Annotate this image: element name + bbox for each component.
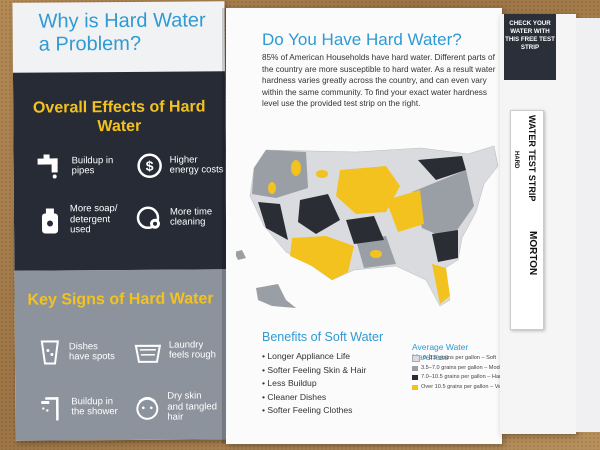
legend-row: 3.5–7.0 grains per gallon – Moderately H… [412,364,502,374]
map-region-hard [346,216,384,244]
map-spot-very-hard [370,250,382,258]
benefit-item: Softer Feeling Clothes [262,404,366,418]
legend-label: Over 10.5 grains per gallon – Very Hard [421,383,502,390]
map-region-very-hard [386,190,424,232]
effects-section: Overall Effects of Hard Water Buildup in… [12,71,227,271]
benefits-list: Longer Appliance Life Softer Feeling Ski… [262,350,366,418]
middle-panel: Do You Have Hard Water? 85% of American … [226,8,502,444]
middle-body-text: 85% of American Households have hard wat… [262,53,496,108]
strip-brand: MORTON [527,231,538,276]
map-region-very-hard [336,166,400,214]
effect-label: Higher energy costs [169,153,224,176]
legend-swatch-hard [412,375,418,381]
legend-swatch-very-hard [412,384,418,390]
sign-item-laundry: Laundry feels rough [133,337,221,364]
far-right-panel [576,18,600,432]
face-icon [136,396,159,420]
sign-item-dishes: Dishes have spots [37,338,121,367]
clock-cleaning-icon [136,206,161,230]
legend-row: 0–3.5 grains per gallon – Soft [412,354,502,364]
pipe-icon [37,154,58,179]
map-spot-very-hard [291,160,301,176]
right-panel: CHECK YOUR WATER WITH THIS FREE TEST STR… [500,14,576,434]
effects-heading: Overall Effects of Hard Water [32,98,206,136]
map-spot-very-hard [268,182,276,194]
legend-swatch-moderate [412,365,418,371]
map-region-hard [298,194,340,234]
map-region-very-hard [432,264,450,304]
sign-label: Laundry feels rough [168,338,216,361]
map-region-hard [432,230,458,262]
strip-title: WATER TEST STRIP [527,115,537,202]
legend-label: 3.5–7.0 grains per gallon – Moderately H… [421,364,502,371]
signs-section: Key Signs of Hard Water Dishes have spot… [14,269,228,441]
effect-label: Buildup in pipes [71,154,114,177]
legend-row: 7.0–10.5 grains per gallon – Hard [412,373,502,383]
benefit-item: Softer Feeling Skin & Hair [262,364,366,378]
legend-title: Average Water Hardness [412,342,469,362]
effect-item-soap: More soap/ detergent used [36,203,126,236]
sign-item-shower: Buildup in the shower [37,392,123,423]
map-region-very-hard [290,236,354,280]
us-hardness-map [236,145,499,308]
effect-item-energy: $ Higher energy costs [136,151,226,180]
sign-label: Dry skin and tangled hair [167,390,218,423]
map-region-hard [418,156,466,180]
middle-title: Do You Have Hard Water? [262,30,462,49]
shower-icon [41,397,59,421]
sign-label: Buildup in the shower [71,395,118,418]
check-water-callout: CHECK YOUR WATER WITH THIS FREE TEST STR… [504,14,556,80]
laundry-basket-icon [134,344,162,363]
sign-item-skin: Dry skin and tangled hair [133,390,219,423]
effect-item-time: More time cleaning [136,203,226,232]
hardness-legend: 0–3.5 grains per gallon – Soft 3.5–7.0 g… [412,354,502,392]
effect-label: More time cleaning [169,205,213,228]
effect-label: More soap/ detergent used [69,203,118,236]
glass-icon [40,340,59,365]
map-spot-very-hard [316,170,328,178]
legend-row: Over 10.5 grains per gallon – Very Hard [412,383,502,393]
legend-label: 7.0–10.5 grains per gallon – Hard [421,374,502,380]
svg-text:$: $ [146,158,154,174]
map-alaska [256,284,296,308]
left-panel: Why is Hard Water a Problem? Overall Eff… [12,1,228,441]
test-strip: WATER TEST STRIP MORTON HARD [510,110,544,330]
sign-label: Dishes have spots [68,340,115,363]
map-region-hard [258,202,288,240]
legend-label: 0–3.5 grains per gallon – Soft [423,355,497,361]
dollar-icon: $ [137,153,162,179]
map-hawaii [236,250,246,260]
map-region-moderate [412,170,474,240]
signs-heading: Key Signs of Hard Water [27,290,214,309]
benefit-item: Less Buildup [262,377,366,391]
left-title: Why is Hard Water a Problem? [38,9,206,56]
benefit-item: Cleaner Dishes [262,391,366,405]
detergent-icon [41,208,59,234]
legend-swatch-soft [412,355,420,363]
benefits-title: Benefits of Soft Water [262,330,384,344]
benefit-item: Longer Appliance Life [262,350,366,364]
strip-side-label: HARD [513,151,519,169]
effect-item-pipes: Buildup in pipes [36,152,128,181]
